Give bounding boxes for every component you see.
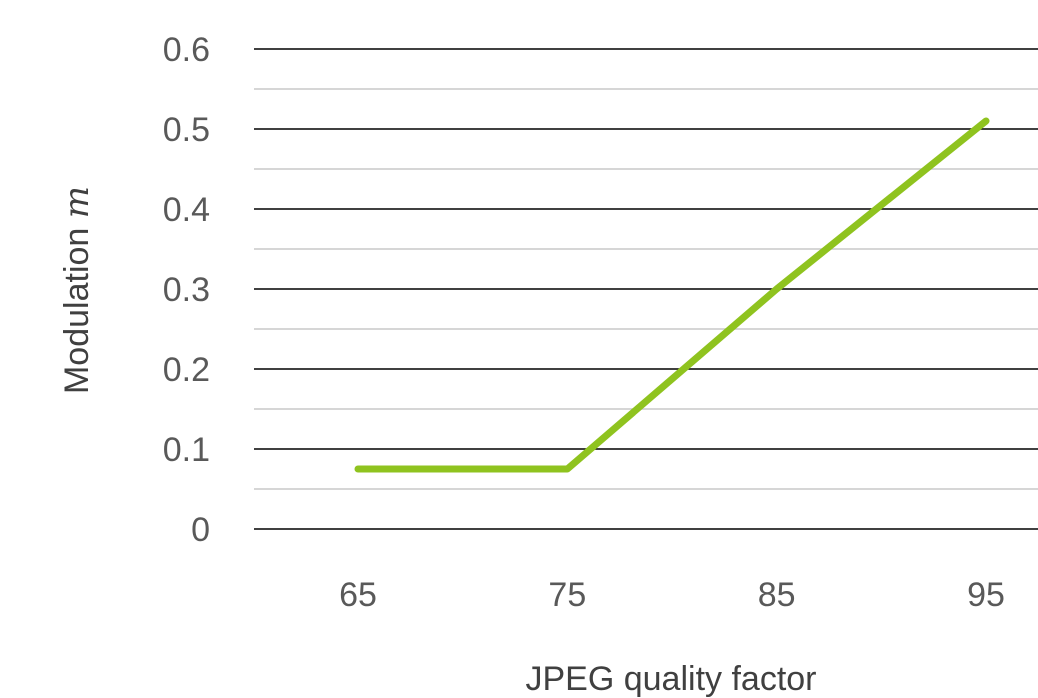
y-tick-label: 0.2 [163,351,210,389]
y-tick-label: 0.5 [163,111,210,149]
y-tick-label: 0.1 [163,431,210,469]
series-group [354,117,990,473]
y-tick-label: 0.3 [163,271,210,309]
major-gridlines [254,48,1038,530]
y-axis-title-variable: m [57,186,97,218]
x-tick-label: 65 [339,576,377,614]
x-tick-label: 85 [758,576,796,614]
x-tick-label: 95 [967,576,1005,614]
x-axis-title: JPEG quality factor [525,660,816,698]
y-tick-label: 0.6 [163,31,210,69]
minor-gridlines [254,88,1038,490]
y-tick-label: 0.4 [163,191,210,229]
y-tick-label: 0 [191,511,210,549]
y-axis-title-text: Modulation [58,228,96,394]
x-tick-label: 75 [548,576,586,614]
series-line [354,117,990,473]
y-axis-tick-labels: 0 0.1 0.2 0.3 0.4 0.5 0.6 [163,31,210,549]
y-axis-title: Modulation m [57,186,97,394]
x-axis-tick-labels: 65 75 85 95 [339,576,1005,614]
